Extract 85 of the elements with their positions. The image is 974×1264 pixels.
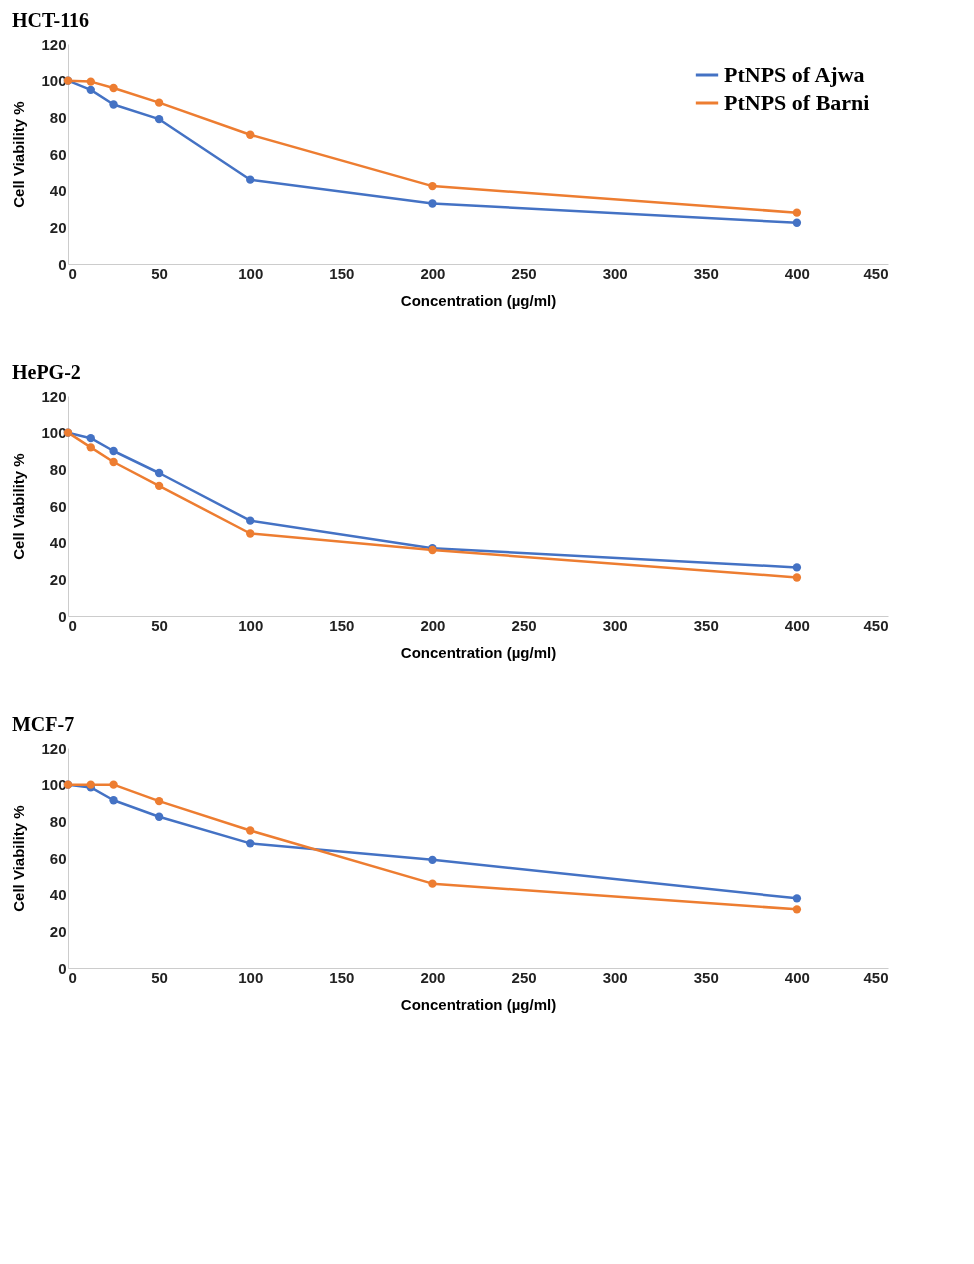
y-tick-label: 60 <box>49 145 67 163</box>
point <box>109 100 118 109</box>
x-tick-label: 400 <box>784 616 810 634</box>
y-tick-label: 120 <box>41 35 67 53</box>
y-tick-label: 40 <box>49 182 67 200</box>
x-tick-label: 250 <box>511 968 537 986</box>
point <box>154 812 164 821</box>
x-tick-label: 250 <box>511 616 537 634</box>
point <box>154 98 164 107</box>
legend-label: PtNPS of Ajwa <box>724 62 865 87</box>
point <box>428 199 437 208</box>
y-tick-label: 80 <box>49 460 67 478</box>
y-tick-label: 60 <box>49 849 67 867</box>
y-axis-title: Cell Viability % <box>10 453 28 560</box>
y-tick-label: 40 <box>49 534 67 552</box>
point <box>86 85 95 95</box>
y-tick-label: 80 <box>49 108 67 126</box>
point <box>246 839 255 848</box>
point <box>792 563 802 572</box>
y-tick-label: 20 <box>49 570 67 588</box>
x-tick-label: 300 <box>602 264 628 282</box>
point <box>428 879 437 888</box>
x-tick-label: 200 <box>420 264 446 282</box>
x-tick-label: 350 <box>693 264 719 282</box>
point <box>792 894 802 903</box>
x-tick-label: 450 <box>863 264 889 282</box>
y-tick-label: 40 <box>49 886 67 904</box>
chart-title: MCF-7 <box>11 713 75 735</box>
x-tick-label: 150 <box>329 968 355 986</box>
point <box>109 780 118 789</box>
point <box>246 826 255 835</box>
point <box>428 181 437 191</box>
point <box>154 481 164 491</box>
x-tick-label: 250 <box>511 264 537 282</box>
x-axis-title: Concentration (µg/ml) <box>400 643 557 661</box>
point <box>109 83 118 93</box>
x-tick-label: 200 <box>420 616 446 634</box>
point <box>792 218 802 227</box>
point <box>86 443 95 452</box>
x-tick-label: 300 <box>602 616 628 634</box>
point <box>792 208 802 217</box>
y-tick-label: 20 <box>49 922 67 940</box>
x-tick-label: 350 <box>693 616 719 634</box>
y-tick-label: 120 <box>41 387 67 405</box>
x-tick-label: 200 <box>420 968 446 986</box>
x-axis-title: Concentration (µg/ml) <box>400 995 557 1013</box>
point <box>109 457 118 467</box>
x-tick-label: 400 <box>784 264 810 282</box>
x-tick-label: 300 <box>602 968 628 986</box>
y-tick-label: 60 <box>49 497 67 515</box>
point <box>246 130 255 139</box>
x-tick-label: 450 <box>863 616 889 634</box>
x-tick-label: 100 <box>238 264 264 282</box>
point <box>154 796 164 806</box>
x-tick-label: 100 <box>238 616 264 634</box>
y-axis-title: Cell Viability % <box>10 101 28 208</box>
chart-title: HCT-116 <box>11 9 90 31</box>
point <box>86 433 95 443</box>
y-tick-label: 20 <box>49 218 67 236</box>
x-tick-label: 400 <box>784 968 810 986</box>
point <box>246 529 255 538</box>
x-tick-label: 50 <box>151 264 168 282</box>
point <box>792 905 802 914</box>
x-tick-label: 350 <box>693 968 719 986</box>
x-tick-label: 150 <box>329 264 355 282</box>
x-tick-label: 150 <box>329 616 355 634</box>
legend-label: PtNPS of Barni <box>724 90 870 115</box>
point <box>792 573 802 582</box>
y-tick-label: 120 <box>41 739 67 757</box>
y-axis-title: Cell Viability % <box>10 805 28 912</box>
point <box>109 796 118 805</box>
x-tick-label: 450 <box>863 968 889 986</box>
x-tick-label: 100 <box>238 968 264 986</box>
x-tick-label: 50 <box>151 968 168 986</box>
point <box>86 77 95 86</box>
chart-title: HePG-2 <box>11 361 81 383</box>
x-tick-label: 50 <box>151 616 168 634</box>
point <box>154 468 164 478</box>
point <box>109 446 118 456</box>
point <box>154 114 164 124</box>
x-axis-title: Concentration (µg/ml) <box>400 291 557 309</box>
point <box>246 175 255 184</box>
y-tick-label: 80 <box>49 812 67 830</box>
point <box>428 855 437 865</box>
point <box>246 516 255 525</box>
